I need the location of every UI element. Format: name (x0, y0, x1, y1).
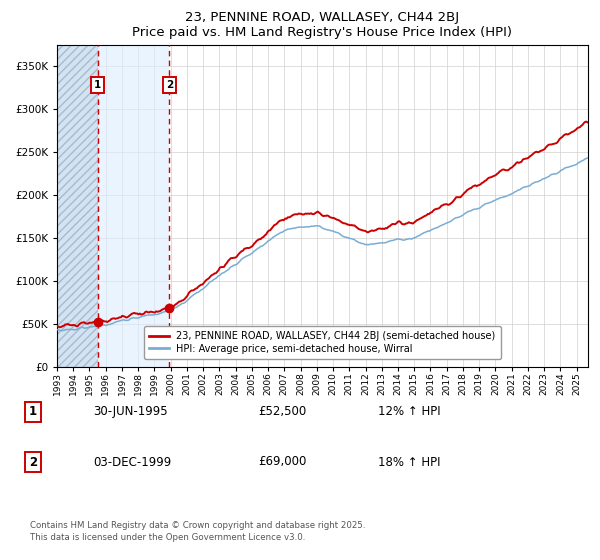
Text: 03-DEC-1999: 03-DEC-1999 (93, 455, 171, 469)
Text: 2: 2 (29, 455, 37, 469)
Text: £52,500: £52,500 (258, 405, 306, 418)
Text: Contains HM Land Registry data © Crown copyright and database right 2025.
This d: Contains HM Land Registry data © Crown c… (30, 521, 365, 542)
Text: 18% ↑ HPI: 18% ↑ HPI (378, 455, 440, 469)
Text: 30-JUN-1995: 30-JUN-1995 (93, 405, 167, 418)
Title: 23, PENNINE ROAD, WALLASEY, CH44 2BJ
Price paid vs. HM Land Registry's House Pri: 23, PENNINE ROAD, WALLASEY, CH44 2BJ Pri… (133, 11, 512, 39)
Text: £69,000: £69,000 (258, 455, 307, 469)
Bar (57, 45, 98, 367)
Text: 12% ↑ HPI: 12% ↑ HPI (378, 405, 440, 418)
Text: 2: 2 (166, 80, 173, 90)
Text: 1: 1 (94, 80, 101, 90)
Text: 1: 1 (29, 405, 37, 418)
Legend: 23, PENNINE ROAD, WALLASEY, CH44 2BJ (semi-detached house), HPI: Average price, : 23, PENNINE ROAD, WALLASEY, CH44 2BJ (se… (145, 326, 500, 359)
Bar (98, 45, 169, 367)
